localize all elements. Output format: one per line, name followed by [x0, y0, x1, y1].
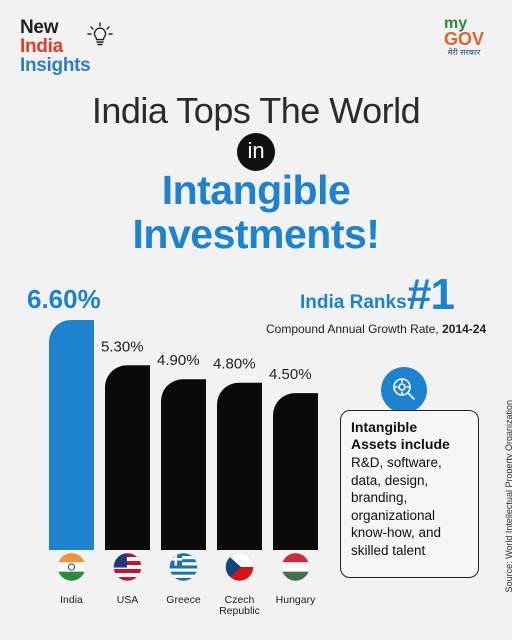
category-label: India	[60, 594, 83, 606]
data-label: 4.90%	[157, 352, 200, 369]
headline-main: Intangible Investments!	[0, 168, 512, 256]
mygov-logo: my GOV मेरी सरकार	[444, 16, 484, 58]
hungary-flag-icon	[281, 552, 310, 582]
bar	[105, 365, 150, 550]
rank-value: #1	[407, 270, 455, 319]
subtitle-prefix: Compound Annual Growth Rate,	[266, 322, 443, 336]
rank-text: India Ranks	[300, 292, 407, 313]
subtitle-period: 2014-24	[442, 322, 487, 336]
mygov-gov: GOV	[443, 29, 484, 49]
category-label: Czech	[225, 594, 255, 606]
mygov-tagline: मेरी सरकार	[447, 48, 481, 57]
bar	[217, 382, 262, 550]
category-label: Republic	[219, 605, 260, 617]
intangible-assets-box: Intangible Assets include R&D, software,…	[340, 410, 479, 578]
logo-line-insights: Insights	[20, 55, 91, 76]
source-text: Source: World Intellectual Property Orga…	[504, 400, 512, 593]
category-label: Greece	[166, 594, 201, 606]
headline-line1: India Tops The World	[91, 90, 421, 131]
data-label: 5.30%	[101, 338, 144, 355]
headline-connector: in	[237, 133, 275, 171]
headline-line3: Investments!	[132, 211, 380, 257]
chart-subtitle: Compound Annual Growth Rate, 2014-24	[266, 322, 486, 336]
category-label: Hungary	[276, 594, 316, 606]
bar	[49, 320, 94, 550]
usa-flag-icon	[113, 552, 142, 582]
search-gears-icon	[381, 367, 427, 413]
greece-flag-icon	[169, 552, 198, 582]
logo-line-new: New	[20, 17, 59, 38]
lightbulb-icon	[87, 22, 113, 46]
info-body: R&D, software, data, design, branding, o…	[351, 455, 442, 558]
bar	[161, 379, 206, 550]
category-label: USA	[117, 594, 139, 606]
czech-flag-icon	[225, 552, 254, 582]
bar	[273, 393, 318, 550]
source-note: Source: World Intellectual Property Orga…	[494, 400, 512, 630]
mygov-my: my	[443, 15, 468, 32]
data-label: 6.60%	[27, 284, 101, 314]
info-title: Intangible Assets include	[351, 419, 450, 452]
data-label: 4.80%	[213, 356, 256, 373]
india-flag-icon	[57, 552, 86, 582]
logo-line-india: India	[20, 36, 63, 57]
data-label: 4.50%	[269, 366, 312, 383]
new-india-insights-logo: New India Insights	[20, 17, 113, 76]
headline-line2: Intangible	[161, 167, 351, 213]
